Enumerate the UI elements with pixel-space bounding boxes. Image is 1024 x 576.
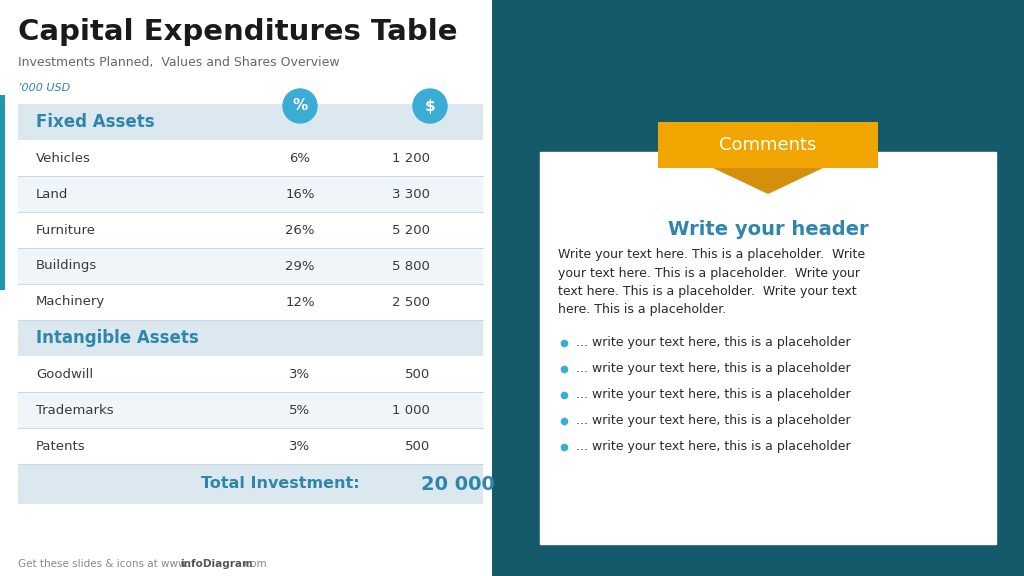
Text: Furniture: Furniture [36,223,96,237]
Text: 500: 500 [404,367,430,381]
Text: 6%: 6% [290,151,310,165]
Text: 20 000: 20 000 [421,475,495,494]
FancyBboxPatch shape [18,464,483,504]
Text: 29%: 29% [286,260,314,272]
FancyBboxPatch shape [18,428,483,464]
Text: ’000 USD: ’000 USD [18,83,71,93]
Text: Patents: Patents [36,439,86,453]
FancyBboxPatch shape [18,212,483,248]
Text: ... write your text here, this is a placeholder: ... write your text here, this is a plac… [575,414,851,427]
FancyBboxPatch shape [540,152,996,544]
FancyBboxPatch shape [658,122,878,168]
Text: Trademarks: Trademarks [36,404,114,416]
FancyBboxPatch shape [492,0,1024,576]
Text: 500: 500 [404,439,430,453]
Text: 3%: 3% [290,439,310,453]
FancyBboxPatch shape [18,320,483,356]
Text: Fixed Assets: Fixed Assets [36,113,155,131]
Text: Write your text here. This is a placeholder.  Write
your text here. This is a pl: Write your text here. This is a placehol… [558,248,865,316]
Text: 26%: 26% [286,223,314,237]
FancyBboxPatch shape [18,140,483,176]
FancyBboxPatch shape [18,104,483,140]
Text: 3%: 3% [290,367,310,381]
FancyBboxPatch shape [18,248,483,284]
FancyBboxPatch shape [0,95,5,290]
Text: ... write your text here, this is a placeholder: ... write your text here, this is a plac… [575,440,851,453]
Text: 1 200: 1 200 [392,151,430,165]
Text: %: % [293,98,307,113]
Polygon shape [713,168,823,194]
Text: 5%: 5% [290,404,310,416]
Text: 5 800: 5 800 [392,260,430,272]
Text: Land: Land [36,188,69,200]
Text: Vehicles: Vehicles [36,151,91,165]
Text: Write your header: Write your header [668,220,868,239]
FancyBboxPatch shape [492,0,1024,576]
Text: $: $ [425,98,435,113]
Circle shape [413,89,447,123]
Text: Investments Planned,  Values and Shares Overview: Investments Planned, Values and Shares O… [18,56,340,69]
Text: Buildings: Buildings [36,260,97,272]
Text: ... write your text here, this is a placeholder: ... write your text here, this is a plac… [575,388,851,401]
Text: Comments: Comments [719,136,817,154]
FancyBboxPatch shape [18,176,483,212]
Text: Total Investment:: Total Investment: [201,476,359,491]
Text: infoDiagram: infoDiagram [180,559,253,569]
Text: ... write your text here, this is a placeholder: ... write your text here, this is a plac… [575,362,851,375]
Text: 12%: 12% [286,295,314,309]
Text: Capital Expenditures Table: Capital Expenditures Table [18,18,458,46]
FancyBboxPatch shape [18,392,483,428]
Text: Machinery: Machinery [36,295,105,309]
Text: 5 200: 5 200 [392,223,430,237]
Text: Goodwill: Goodwill [36,367,93,381]
FancyBboxPatch shape [18,284,483,320]
FancyBboxPatch shape [18,356,483,392]
Text: Get these slides & icons at www.: Get these slides & icons at www. [18,559,188,569]
Text: 2 500: 2 500 [392,295,430,309]
Text: 1 000: 1 000 [392,404,430,416]
Text: Intangible Assets: Intangible Assets [36,329,199,347]
Text: .com: .com [242,559,267,569]
Text: 16%: 16% [286,188,314,200]
Text: ... write your text here, this is a placeholder: ... write your text here, this is a plac… [575,336,851,349]
Circle shape [283,89,317,123]
FancyBboxPatch shape [0,0,492,576]
Text: 3 300: 3 300 [392,188,430,200]
